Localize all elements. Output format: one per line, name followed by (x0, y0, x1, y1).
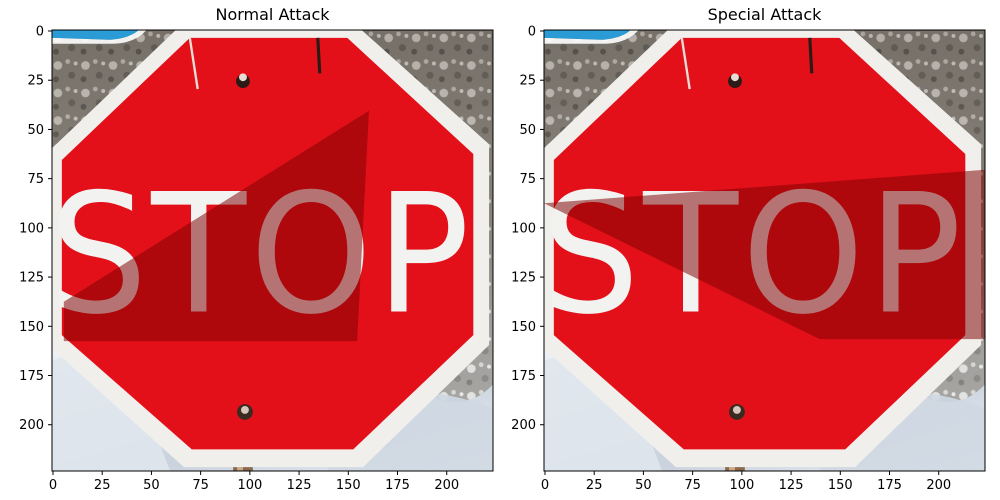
x-tick-label: 25 (94, 478, 111, 493)
x-tick-label: 175 (385, 478, 410, 493)
x-tick-label: 150 (336, 478, 361, 493)
y-tick-label: 150 (19, 320, 44, 335)
x-tick-label: 100 (729, 478, 754, 493)
x-tick-label: 75 (684, 478, 701, 493)
axes-frame (51, 29, 494, 472)
x-tick-label: 125 (779, 478, 804, 493)
x-tick-label: 25 (586, 478, 603, 493)
y-tick-label: 200 (19, 418, 44, 433)
shadow-attack-region (544, 169, 985, 340)
y-tick-label: 50 (519, 123, 536, 138)
panel-normal-attack: Normal Attack STOP 0 25 50 75 100 125 150 175 200 0… (19, 5, 494, 493)
y-tick-label: 125 (19, 271, 44, 286)
y-tick-label: 200 (511, 418, 536, 433)
x-tick-label: 200 (434, 478, 459, 493)
shadow-attack-region (63, 110, 369, 342)
blue-sign-fragment (52, 30, 139, 40)
x-tick-label: 50 (143, 478, 160, 493)
y-tick-label: 0 (36, 24, 44, 39)
y-tick-label: 175 (19, 369, 44, 384)
x-tick-label: 100 (237, 478, 262, 493)
y-tick-label: 25 (519, 74, 536, 89)
axes-frame (543, 29, 986, 472)
stop-sign-image: STOP (52, 30, 493, 471)
y-tick-label: 75 (519, 172, 536, 187)
x-tick-label: 125 (287, 478, 312, 493)
y-tick-label: 100 (19, 221, 44, 236)
y-tick-label: 125 (511, 271, 536, 286)
x-tick-label: 0 (49, 478, 57, 493)
y-tick-label: 150 (511, 320, 536, 335)
x-tick-label: 0 (541, 478, 549, 493)
y-tick-label: 50 (27, 123, 44, 138)
y-tick-label: 100 (511, 221, 536, 236)
panel-title: Special Attack (708, 5, 823, 24)
y-tick-label: 0 (528, 24, 536, 39)
y-tick-label: 25 (27, 74, 44, 89)
x-tick-label: 150 (828, 478, 853, 493)
x-tick-label: 50 (635, 478, 652, 493)
panel-special-attack: Special Attack STOP 0 25 50 75 100 125 150 175 200… (511, 5, 986, 493)
panel-title: Normal Attack (215, 5, 330, 24)
y-tick-label: 75 (27, 172, 44, 187)
y-tick-label: 175 (511, 369, 536, 384)
x-tick-label: 175 (877, 478, 902, 493)
blue-sign-fragment (544, 30, 631, 40)
x-tick-label: 75 (192, 478, 209, 493)
x-tick-label: 200 (926, 478, 951, 493)
stop-sign-image: STOP (544, 30, 985, 471)
